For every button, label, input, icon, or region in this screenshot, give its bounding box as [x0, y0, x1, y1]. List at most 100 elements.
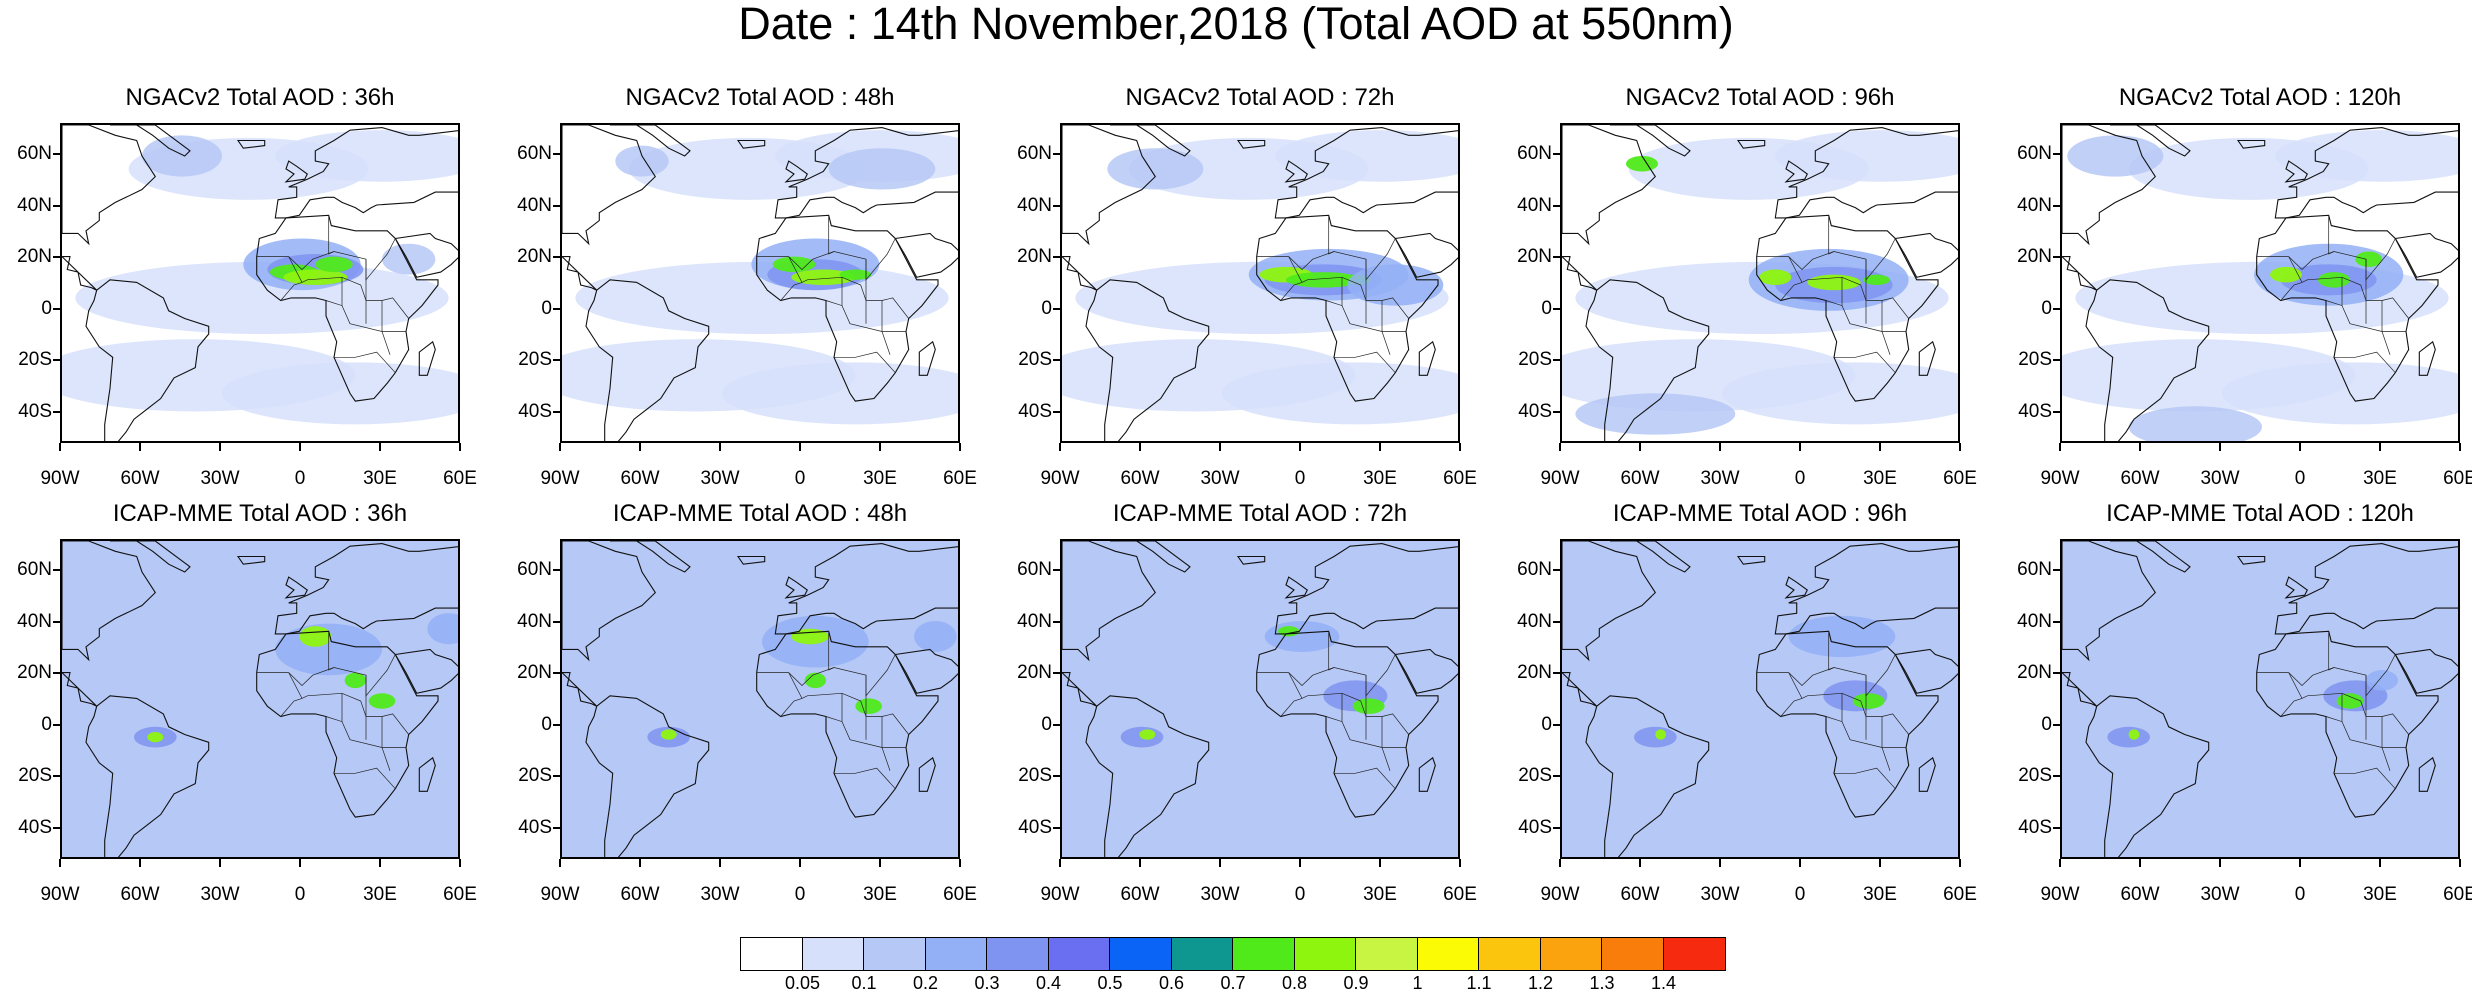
lat-tick-label: 20N — [1017, 662, 1052, 684]
aod-plume — [1655, 729, 1666, 740]
lon-tick — [1799, 443, 1801, 451]
coastline-southAmerica — [585, 695, 710, 857]
lat-tick — [553, 620, 561, 623]
lat-tick-label: 40N — [1017, 610, 1052, 632]
lat-tick-label: 60N — [2017, 558, 2052, 580]
lon-tick — [219, 859, 221, 867]
lat-tick — [1553, 359, 1561, 362]
lon-tick-label: 30E — [363, 884, 397, 905]
aod-plume — [1634, 726, 1677, 748]
lon-tick-label: 60W — [2120, 884, 2160, 905]
aod-plume — [1264, 621, 1340, 652]
lat-tick-label: 20S — [18, 349, 52, 371]
lat-tick-label: 40S — [518, 401, 552, 423]
aod-plume — [1275, 546, 1458, 598]
aod-plume — [2318, 272, 2350, 288]
lon-tick-label: 60E — [443, 884, 477, 905]
aod-plume — [2128, 406, 2262, 441]
lat-tick-label: 0 — [2041, 713, 2052, 735]
lon-tick-label: 60E — [1443, 468, 1477, 489]
lat-tick — [553, 152, 561, 155]
panel-title: ICAP-MME Total AOD : 120h — [2106, 500, 2414, 527]
lat-tick-label: 20N — [17, 246, 52, 268]
aod-plume — [1775, 130, 1958, 182]
coastline-southAmerica — [85, 279, 210, 441]
aod-plume — [382, 243, 436, 275]
aod-plume — [772, 256, 816, 273]
lon-tick — [1719, 859, 1721, 867]
colorbar-label: 0.6 — [1158, 973, 1185, 993]
country-border — [780, 692, 909, 735]
lon-tick — [559, 443, 561, 451]
lat-tick — [1053, 204, 1061, 207]
coastline-greenland — [1610, 541, 1691, 573]
lon-tick-label: 90W — [2040, 468, 2080, 489]
lon-tick — [719, 443, 721, 451]
country-border — [280, 692, 409, 735]
aod-plume — [791, 628, 829, 645]
lon-tick-label: 60E — [1943, 468, 1977, 489]
aod-plume — [2067, 135, 2164, 177]
map-panel-icap-mme-36h: ICAP-MME Total AOD : 36h 60N 40N 20N 0 20S 40S… — [0, 499, 480, 919]
colorbar-label: 0.3 — [974, 973, 1000, 993]
lat-tick-label: 20N — [1017, 246, 1052, 268]
lat-tick — [1053, 307, 1061, 310]
lon-tick-label: 30W — [1700, 884, 1740, 905]
map-frame — [60, 539, 460, 859]
aod-plume — [791, 269, 856, 285]
colorbar-swatch — [741, 938, 803, 970]
lat-tick-label: 20N — [517, 246, 552, 268]
lat-tick — [53, 620, 61, 623]
lat-tick — [553, 775, 561, 778]
lon-tick-label: 60W — [1120, 468, 1160, 489]
coastline-greenland — [610, 541, 691, 573]
coastline-britain — [2284, 160, 2309, 183]
map-frame — [2060, 539, 2460, 859]
lon-tick-label: 60W — [2120, 468, 2160, 489]
panel-title: NGACv2 Total AOD : 36h — [125, 84, 395, 111]
lat-tick — [1053, 256, 1061, 259]
panel-title: ICAP-MME Total AOD : 96h — [1612, 500, 1908, 527]
lat-tick — [553, 256, 561, 259]
lat-tick — [1553, 775, 1561, 778]
country-border — [1334, 351, 1396, 373]
lon-tick — [2459, 443, 2461, 451]
lon-tick — [59, 443, 61, 451]
lon-tick — [559, 859, 561, 867]
coastline-iceland — [2236, 139, 2266, 149]
page-title: Date : 14th November,2018 (Total AOD at … — [738, 0, 1734, 49]
map-panel-icap-mme-48h: ICAP-MME Total AOD : 48h 60N 40N 20N 0 20S 40S… — [500, 499, 980, 919]
colorbar-label: 1.3 — [1589, 973, 1615, 993]
coastline-arabia — [894, 232, 958, 278]
lat-tick — [1053, 568, 1061, 571]
colorbar-swatch — [1540, 938, 1602, 970]
lon-tick — [1139, 443, 1141, 451]
lon-tick-label: 90W — [540, 884, 580, 905]
coastline-africa — [1756, 630, 1939, 818]
lat-tick — [1553, 411, 1561, 414]
colorbar-label: 0.1 — [851, 973, 877, 993]
coastline-northAmerica — [562, 541, 657, 662]
coastline-southAmerica — [585, 279, 710, 441]
aod-plume — [2336, 693, 2364, 709]
aod-plume — [839, 269, 872, 280]
lat-tick-label: 20N — [1517, 246, 1552, 268]
aod-plume — [2275, 546, 2458, 598]
coastline-britain — [1784, 576, 1809, 599]
coastline-africa — [1756, 214, 1939, 402]
colorbar-swatch — [1233, 938, 1295, 970]
panel-title: NGACv2 Total AOD : 96h — [1625, 84, 1895, 111]
lat-tick — [2053, 152, 2061, 155]
lon-tick-label: 30E — [1863, 468, 1897, 489]
aod-plume — [1852, 693, 1885, 709]
lon-tick — [139, 443, 141, 451]
map-frame — [2060, 123, 2460, 443]
aod-plume — [722, 778, 958, 841]
country-border — [834, 351, 896, 373]
country-border — [328, 215, 335, 255]
lat-tick-label: 60N — [517, 558, 552, 580]
aod-plume — [775, 546, 958, 598]
aod-plume — [142, 135, 222, 177]
coastline-britain — [284, 576, 309, 599]
country-border — [328, 631, 335, 671]
